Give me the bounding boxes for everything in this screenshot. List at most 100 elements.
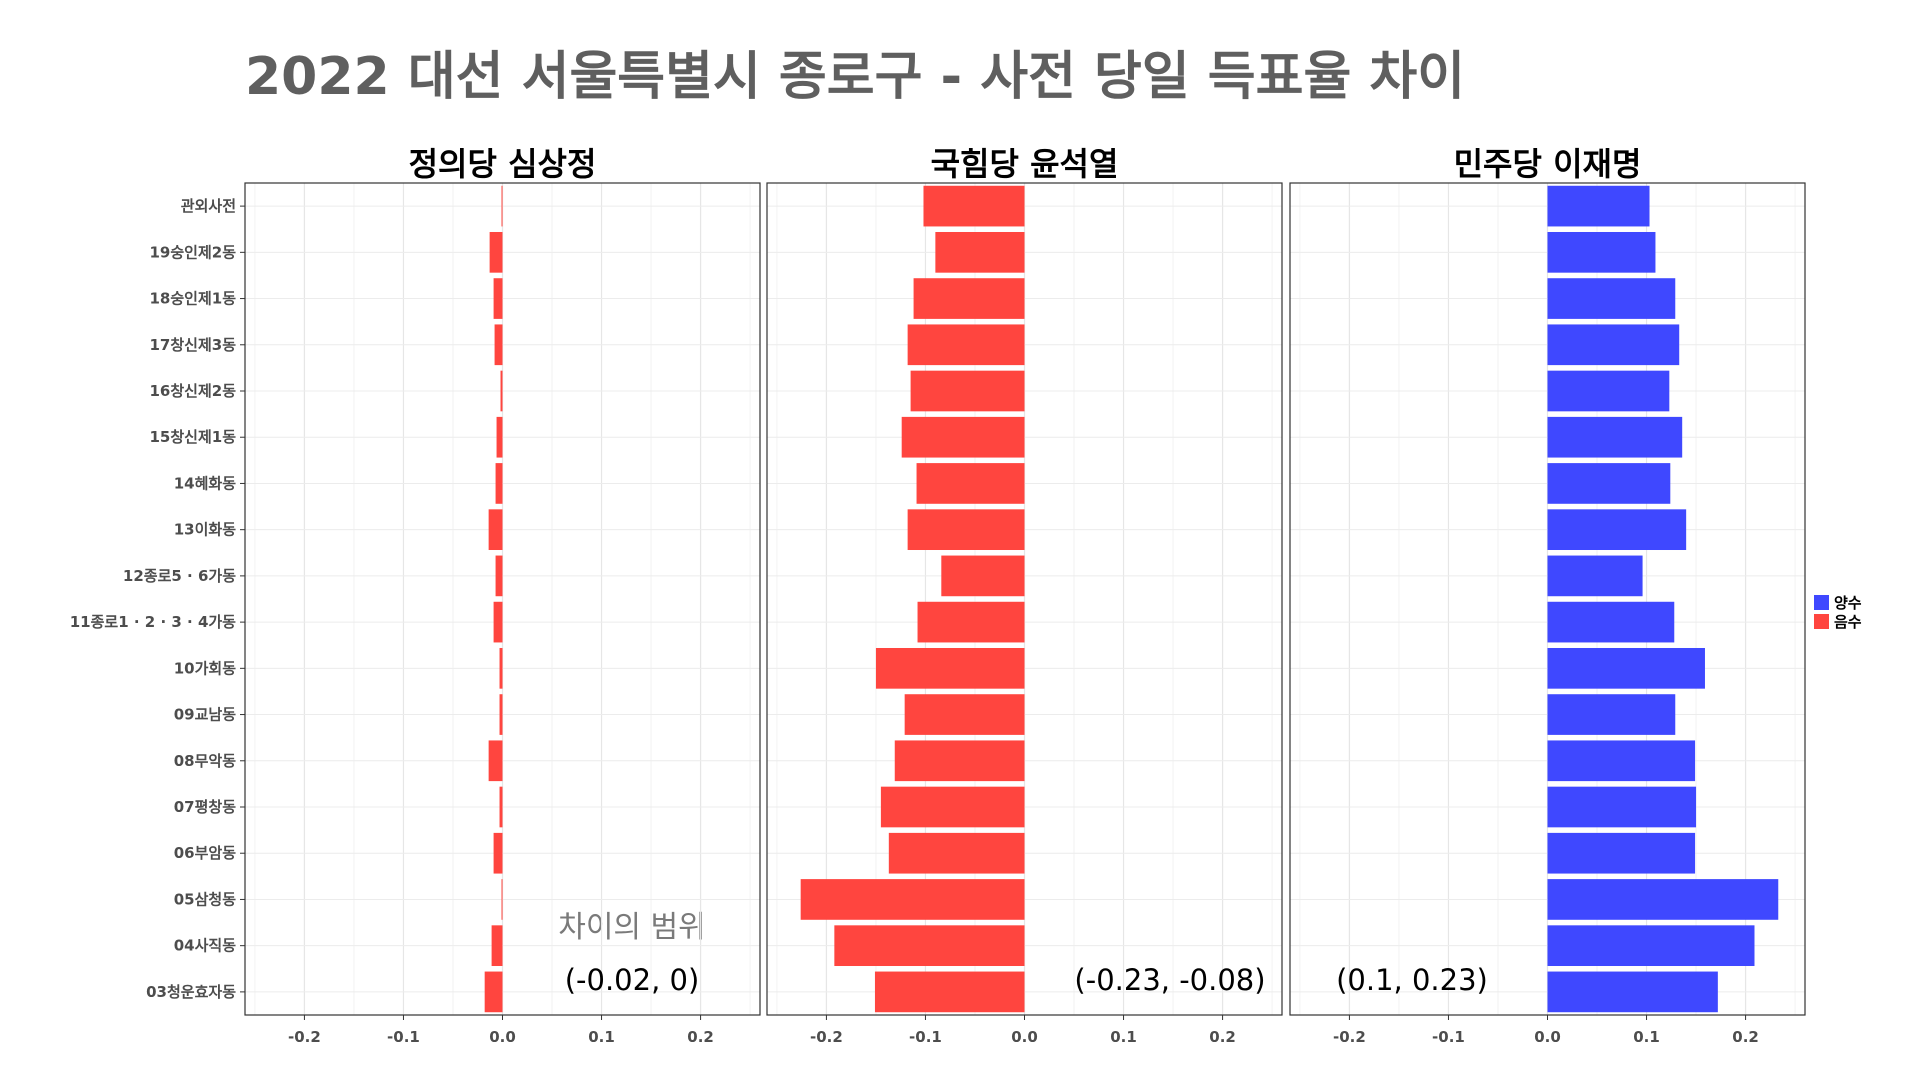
legend-swatch (1814, 614, 1829, 629)
bar-3-7 (1547, 463, 1671, 504)
bar-3-4 (1547, 324, 1680, 366)
range-annotation-title: 차이의 범위 (558, 910, 706, 945)
bar-2-3 (913, 278, 1025, 319)
panels: 정의당 심상정 -0.2 -0.1 0.0 0.1 0.2 (-0.02, 0) 국힘당 윤석… (244, 145, 1806, 1046)
legend-swatch (1814, 595, 1829, 610)
bar-2-9 (941, 555, 1025, 597)
bar-3-1 (1547, 185, 1650, 227)
x-tick-label: -0.1 (1432, 1028, 1465, 1046)
x-tick-label: 0.2 (687, 1028, 714, 1046)
bar-2-6 (901, 416, 1025, 458)
y-tick-label: 09교남동 (174, 706, 236, 724)
bar-1-15 (493, 832, 503, 874)
panel-2: 국힘당 윤석열 -0.2 -0.1 0.0 0.1 0.2 (-0.23, -0.08) (766, 145, 1283, 1046)
y-tick-label: 18숭인제1동 (149, 290, 236, 308)
y-tick-label: 17창신제3동 (149, 336, 236, 354)
bar-2-4 (907, 324, 1025, 366)
bar-3-8 (1547, 509, 1687, 551)
legend-label: 양수 (1834, 594, 1862, 612)
y-tick-label: 05삼청동 (174, 890, 236, 908)
x-tick-label: 0.1 (1110, 1028, 1137, 1046)
bar-2-15 (888, 832, 1025, 874)
x-tick-label: 0.2 (1732, 1028, 1759, 1046)
range-label: (0.1, 0.23) (1336, 963, 1488, 997)
bar-3-2 (1547, 231, 1656, 273)
y-tick-label: 13이화동 (174, 521, 236, 539)
bar-3-10 (1547, 601, 1675, 643)
bar-1-17 (491, 925, 503, 967)
bar-2-8 (907, 509, 1025, 551)
y-tick-label: 11종로1 · 2 · 3 · 4가동 (70, 613, 236, 631)
x-tick-label: -0.1 (387, 1028, 420, 1046)
y-tick-label: 10가회동 (174, 659, 236, 677)
panel-title: 민주당 이재명 (1454, 145, 1642, 183)
panel-3: 민주당 이재명 -0.2 -0.1 0.0 0.1 0.2 (0.1, 0.23) (1289, 145, 1806, 1046)
bar-3-17 (1547, 925, 1755, 967)
bar-1-4 (494, 324, 503, 366)
x-tick-label: -0.2 (288, 1028, 321, 1046)
bar-3-9 (1547, 555, 1643, 597)
x-tick-label: 0.2 (1209, 1028, 1236, 1046)
bar-2-1 (923, 185, 1025, 227)
y-tick-label: 16창신제2동 (149, 382, 236, 400)
bar-2-11 (875, 647, 1025, 689)
panel-title: 정의당 심상정 (409, 145, 597, 183)
bar-2-13 (894, 740, 1025, 782)
x-tick-label: -0.2 (810, 1028, 843, 1046)
bar-1-7 (495, 463, 503, 504)
bar-1-9 (495, 555, 503, 597)
bar-1-3 (493, 278, 503, 319)
y-tick-label: 06부암동 (174, 844, 236, 862)
bar-3-13 (1547, 740, 1696, 782)
bar-3-16 (1547, 879, 1779, 920)
bar-1-14 (499, 786, 503, 828)
y-tick-label: 14혜화동 (174, 474, 236, 492)
legend-label: 음수 (1834, 613, 1862, 631)
bar-3-5 (1547, 370, 1670, 412)
bar-2-10 (917, 601, 1025, 643)
x-tick-label: 0.0 (1534, 1028, 1561, 1046)
bar-1-1 (501, 185, 503, 227)
bar-1-6 (496, 416, 503, 458)
bar-3-15 (1547, 832, 1696, 874)
bar-1-8 (488, 509, 503, 551)
y-tick-label: 관외사전 (181, 197, 236, 215)
panel-1: 정의당 심상정 -0.2 -0.1 0.0 0.1 0.2 (-0.02, 0) (244, 145, 761, 1046)
x-tick-label: 0.0 (489, 1028, 516, 1046)
bar-2-12 (904, 694, 1025, 735)
bar-1-13 (488, 740, 503, 782)
y-tick-label: 07평창동 (174, 798, 236, 816)
bar-1-10 (493, 601, 503, 643)
y-axis-labels: 관외사전 19숭인제2동 18숭인제1동 17창신제3동 16창신제2동 15창신제1동 1… (70, 197, 245, 1001)
bar-1-2 (489, 231, 503, 273)
y-tick-label: 15창신제1동 (149, 428, 236, 446)
y-tick-label: 08무악동 (174, 752, 236, 770)
y-tick-label: 04사직동 (174, 937, 236, 955)
bar-2-14 (880, 786, 1025, 828)
bar-1-16 (501, 879, 503, 920)
bar-3-18 (1547, 971, 1718, 1013)
bar-2-17 (834, 925, 1025, 967)
bar-3-6 (1547, 416, 1683, 458)
bar-1-11 (499, 647, 503, 689)
bar-2-2 (935, 231, 1025, 273)
chart-title: 2022 대선 서울특별시 종로구 - 사전 당일 득표율 차이 (245, 47, 1465, 107)
bar-3-3 (1547, 278, 1676, 319)
bar-3-11 (1547, 647, 1705, 689)
bar-2-7 (916, 463, 1025, 504)
range-label: (-0.23, -0.08) (1074, 963, 1265, 997)
y-tick-label: 03청운효자동 (146, 983, 236, 1001)
y-tick-label: 12종로5 · 6가동 (123, 567, 236, 585)
x-tick-label: -0.2 (1333, 1028, 1366, 1046)
x-tick-label: 0.1 (588, 1028, 615, 1046)
panel-title: 국힘당 윤석열 (931, 145, 1119, 183)
bar-2-18 (874, 971, 1025, 1013)
bar-1-18 (484, 971, 503, 1013)
bar-2-5 (910, 370, 1025, 412)
x-tick-label: 0.0 (1011, 1028, 1038, 1046)
bar-3-14 (1547, 786, 1697, 828)
range-label: (-0.02, 0) (565, 963, 700, 997)
x-tick-label: 0.1 (1633, 1028, 1660, 1046)
